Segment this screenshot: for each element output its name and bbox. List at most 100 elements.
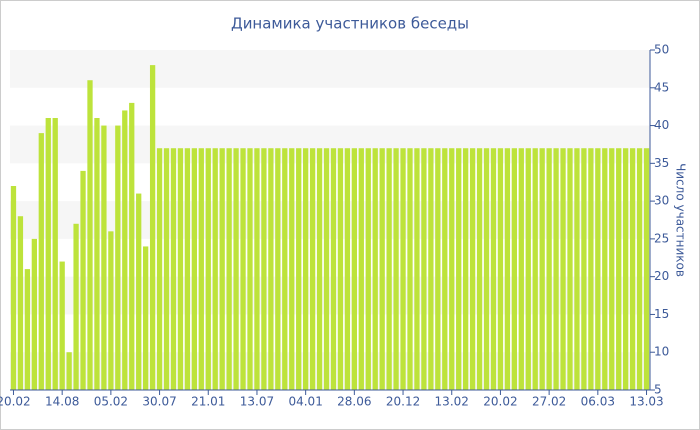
bar [129, 102, 135, 390]
bar [108, 231, 114, 390]
bar [80, 170, 86, 390]
bar [560, 148, 566, 390]
bar [400, 148, 406, 390]
bar [323, 148, 330, 390]
bar [10, 186, 17, 390]
bar [45, 118, 51, 390]
bar [463, 148, 469, 390]
bar [268, 148, 274, 390]
bar [623, 148, 629, 390]
bar [351, 148, 357, 390]
x-tick-label: 20.02 [0, 395, 31, 409]
bar [428, 148, 434, 390]
x-tick-label: 20.12 [386, 395, 420, 409]
bar [379, 148, 385, 390]
bar [247, 148, 253, 390]
bar [24, 269, 31, 390]
bar [309, 148, 316, 390]
bar [212, 148, 218, 390]
bar [574, 148, 580, 390]
bar [296, 148, 302, 390]
bar [602, 148, 608, 390]
bar [170, 148, 177, 390]
bar [553, 148, 559, 390]
bar [358, 148, 364, 390]
grid-band [10, 50, 650, 88]
bar [101, 125, 107, 391]
bar [226, 148, 232, 390]
bar [73, 223, 79, 390]
bar [191, 148, 197, 390]
bar [52, 118, 58, 390]
bar [483, 148, 490, 390]
bar [282, 148, 288, 390]
y-tick-label: 30 [654, 194, 669, 208]
y-tick-label: 10 [654, 345, 669, 359]
bar [372, 148, 378, 390]
bar [66, 352, 72, 390]
x-tick-label: 20.02 [483, 395, 517, 409]
bar [442, 148, 448, 390]
bar [149, 65, 156, 390]
x-tick-label: 05.02 [94, 395, 128, 409]
bar [504, 148, 511, 390]
y-tick-label: 15 [654, 307, 669, 321]
bar [393, 148, 399, 390]
bar [629, 148, 636, 390]
bar [511, 148, 517, 390]
bar [59, 261, 65, 390]
bar [518, 148, 524, 390]
x-tick-label: 14.08 [45, 395, 79, 409]
bar [330, 148, 337, 390]
bar [31, 238, 37, 390]
bar [609, 148, 615, 390]
bar [115, 125, 121, 391]
bar [219, 148, 225, 390]
x-tick-label: 13.03 [629, 395, 663, 409]
bar [337, 148, 344, 390]
y-axis-label: Число участников [674, 163, 688, 277]
x-tick-label: 21.01 [191, 395, 225, 409]
bar [490, 148, 497, 390]
bar [136, 193, 142, 390]
bar [87, 80, 93, 390]
bar [636, 148, 643, 390]
bar [407, 148, 413, 390]
bar [143, 246, 149, 390]
bar [289, 148, 295, 390]
bar [261, 148, 267, 390]
bar [177, 148, 184, 390]
bar [435, 148, 441, 390]
bar [414, 148, 420, 390]
bar [198, 148, 204, 390]
bar [567, 148, 573, 390]
bar [240, 148, 246, 390]
bar [476, 148, 483, 390]
bar [156, 148, 163, 390]
x-tick-label: 13.02 [435, 395, 469, 409]
x-tick-label: 06.03 [581, 395, 615, 409]
bar [184, 148, 191, 390]
chart-title: Динамика участников беседы [231, 15, 469, 33]
bar [539, 148, 545, 390]
bar [421, 148, 427, 390]
bar [17, 216, 24, 390]
y-tick-label: 35 [654, 156, 669, 170]
bar [205, 148, 211, 390]
bar [581, 148, 587, 390]
bar [344, 148, 351, 390]
y-tick-label: 5 [654, 383, 662, 397]
bar [532, 148, 538, 390]
bar [449, 148, 455, 390]
bar [94, 118, 100, 390]
bar [275, 148, 281, 390]
bar [122, 110, 128, 390]
y-tick-label: 25 [654, 231, 669, 245]
bar [595, 148, 601, 390]
bar [38, 133, 44, 390]
bar [643, 148, 650, 390]
bar [525, 148, 531, 390]
x-tick-label: 30.07 [142, 395, 176, 409]
y-tick-label: 45 [654, 80, 669, 94]
bar [469, 148, 476, 390]
